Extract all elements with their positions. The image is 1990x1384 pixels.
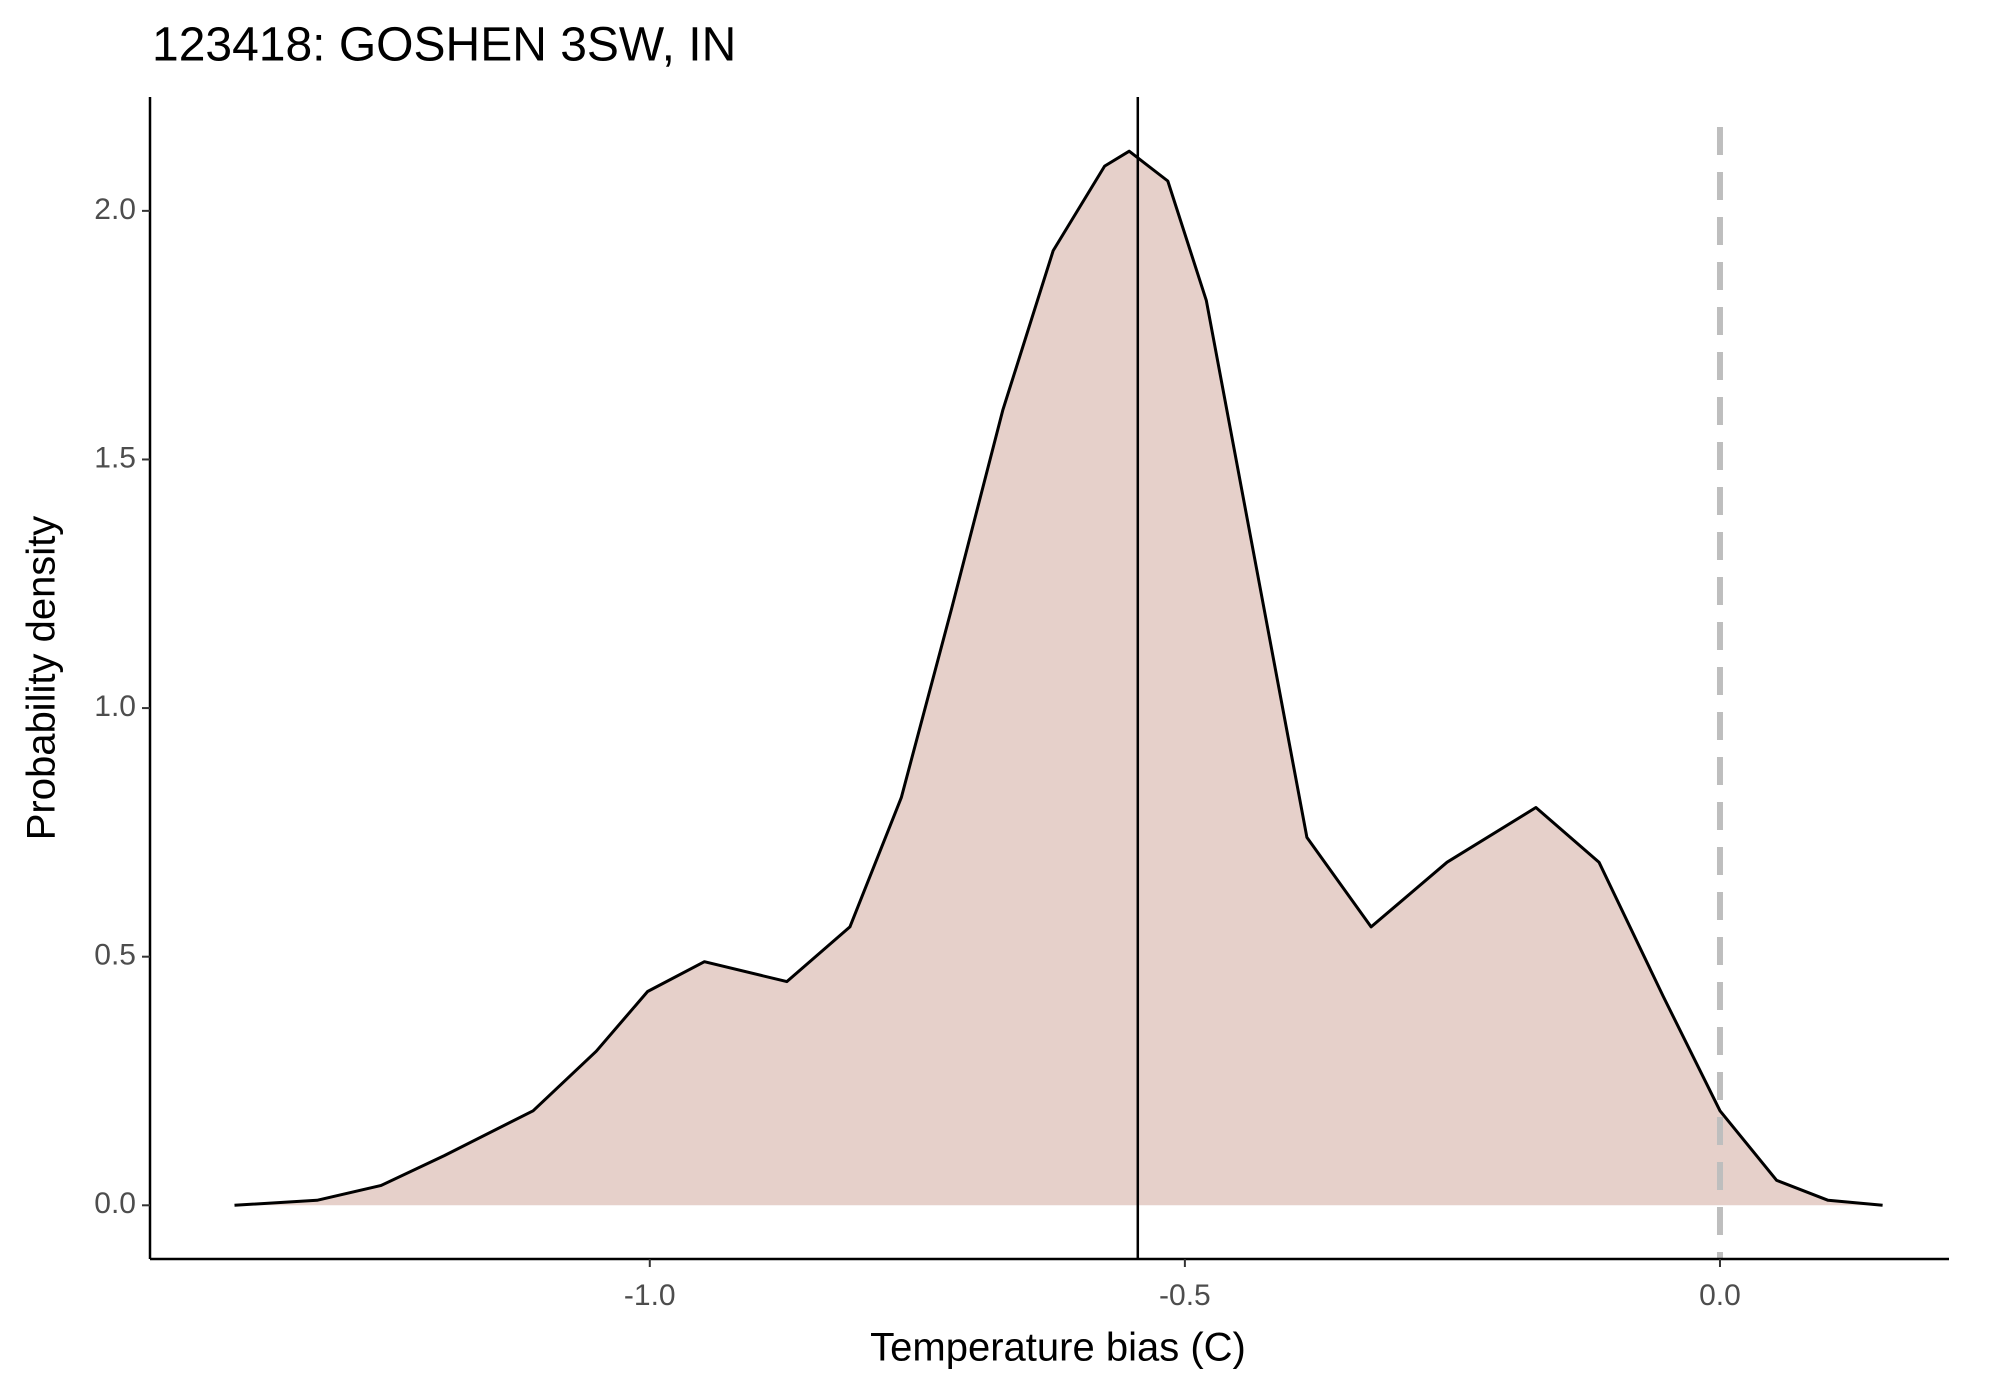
density-area	[234, 151, 1883, 1206]
y-tick-label: 1.5	[94, 441, 136, 474]
y-axis-title: Probability density	[20, 516, 64, 841]
x-tick-label: -0.5	[1159, 1279, 1211, 1312]
y-tick-label: 0.0	[94, 1187, 136, 1220]
y-tick-label: 0.5	[94, 939, 136, 972]
chart-title: 123418: GOSHEN 3SW, IN	[152, 19, 736, 72]
x-axis-title: Temperature bias (C)	[870, 1326, 1246, 1370]
density-line	[234, 149, 1883, 1207]
x-tick-label: 0.0	[1699, 1279, 1741, 1312]
y-tick-label: 1.0	[94, 690, 136, 723]
x-tick-label: -1.0	[624, 1279, 676, 1312]
y-tick-label: 2.0	[94, 193, 136, 226]
